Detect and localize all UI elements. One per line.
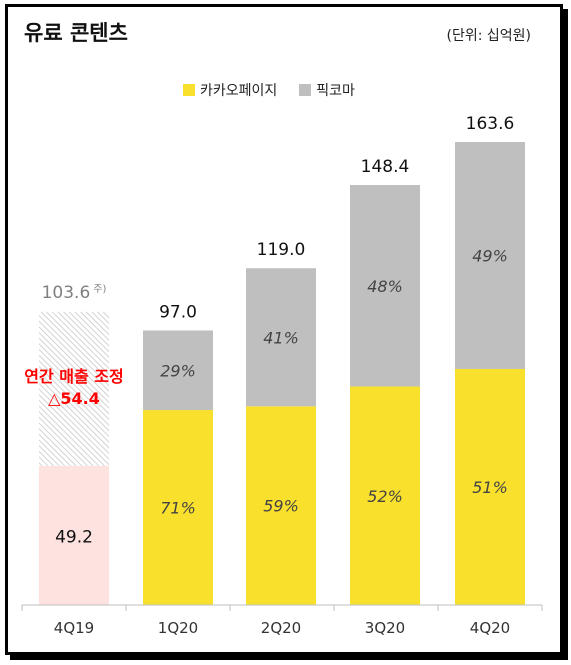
- pct-label-3q20-piccoma: 48%: [367, 277, 403, 296]
- bar-4q20-kakaopage: [455, 368, 525, 605]
- pct-label-1q20-piccoma: 29%: [160, 361, 196, 380]
- legend-swatch-piccoma: [299, 84, 312, 96]
- pct-label-4q20-piccoma: 49%: [472, 246, 508, 265]
- legend-item-kakaopage: 카카오페이지: [183, 80, 277, 100]
- legend-label-kakaopage: 카카오페이지: [200, 83, 278, 99]
- pct-label-4q20-kakaopage: 51%: [472, 478, 508, 497]
- total-label-1q20: 97.0: [159, 302, 197, 322]
- total-label-2q20: 119.0: [257, 240, 306, 260]
- x-tick-3q20: 3Q20: [365, 619, 405, 637]
- bar-4q20-piccoma: [455, 142, 525, 369]
- unit-label: (단위: 십억원): [446, 28, 532, 44]
- bar-1q20-piccoma: [143, 330, 213, 411]
- pct-label-2q20-kakaopage: 59%: [263, 497, 299, 516]
- legend-swatch-kakaopage: [183, 84, 195, 96]
- bar-4q19-base: [39, 465, 109, 605]
- bar-2q20-piccoma: [246, 268, 316, 407]
- bar-3q20-piccoma: [350, 185, 420, 387]
- bar-4q19-adjustment: [39, 311, 109, 466]
- bar-1q20-kakaopage: [143, 410, 213, 605]
- annotation-adjustment-value: △54.4: [48, 389, 100, 408]
- data-label-4q19-base: 49.2: [55, 527, 93, 547]
- x-tick-4q19: 4Q19: [54, 619, 94, 637]
- chart-title: 유료 콘텐츠: [24, 21, 128, 45]
- bar-2q20-kakaopage: [246, 406, 316, 605]
- annotation-adjustment-title: 연간 매출 조정: [24, 367, 123, 386]
- x-tick-4q20: 4Q20: [470, 619, 510, 637]
- legend-item-piccoma: 픽코마: [299, 80, 355, 100]
- legend: 카카오페이지 픽코마: [183, 80, 377, 100]
- pct-label-2q20-piccoma: 41%: [263, 328, 299, 347]
- legend-label-piccoma: 픽코마: [316, 83, 355, 99]
- x-tick-1q20: 1Q20: [158, 619, 198, 637]
- pct-label-3q20-kakaopage: 52%: [367, 487, 403, 506]
- total-label-3q20: 148.4: [361, 157, 410, 177]
- pct-label-1q20-kakaopage: 71%: [160, 499, 196, 518]
- total-label-4q19: 103.6 주): [42, 283, 107, 303]
- bar-3q20-kakaopage: [350, 386, 420, 605]
- total-note-4q19: 주): [93, 284, 106, 295]
- total-label-4q20: 163.6: [466, 114, 515, 134]
- x-tick-2q20: 2Q20: [261, 619, 301, 637]
